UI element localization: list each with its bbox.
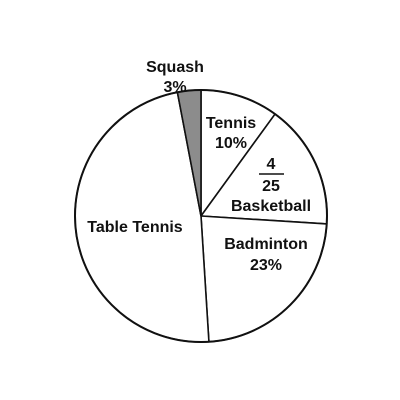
slice-value-squash: 3%	[163, 79, 186, 96]
pie-outline	[74, 89, 328, 343]
slice-value-badminton: 23%	[250, 257, 282, 274]
slice-denominator-basketball: 25	[262, 178, 280, 195]
slice-label-squash: Squash	[146, 59, 204, 76]
slice-label-table-tennis: Table Tennis	[87, 219, 183, 236]
pie-slice-badminton	[200, 215, 328, 343]
slice-label-badminton: Badminton	[224, 236, 308, 253]
slice-numerator-basketball: 4	[267, 156, 276, 173]
slice-value-tennis: 10%	[215, 135, 247, 152]
slice-label-basketball: Basketball	[231, 198, 311, 215]
pie-slices	[74, 89, 328, 343]
slice-label-tennis: Tennis	[206, 115, 256, 132]
